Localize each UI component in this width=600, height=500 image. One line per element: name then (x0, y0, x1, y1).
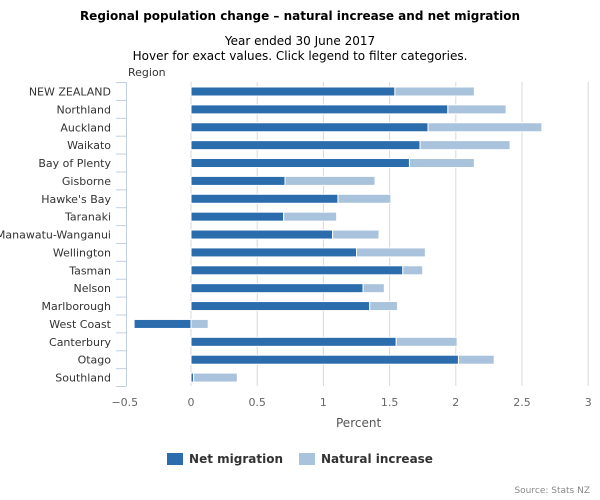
x-tick-label: 1.5 (381, 396, 399, 409)
y-tick-label: NEW ZEALAND (29, 86, 111, 99)
bar-net-migration[interactable] (190, 336, 397, 347)
y-tick-label: Auckland (60, 121, 111, 134)
bar-net-migration[interactable] (190, 283, 364, 294)
y-tick-label: Otago (78, 354, 112, 367)
y-tick-label: Hawke's Bay (41, 193, 111, 206)
chart-instructions: Hover for exact values. Click legend to … (132, 49, 468, 63)
y-tick-label: Southland (55, 372, 111, 385)
x-axis-title: Percent (336, 416, 382, 430)
bar-natural-increase[interactable] (332, 229, 380, 240)
bar-natural-increase[interactable] (457, 354, 495, 365)
chart-subtitle: Year ended 30 June 2017 (224, 34, 376, 48)
y-tick-label: Tasman (68, 264, 111, 277)
y-tick-label: Marlborough (42, 300, 111, 313)
bar-net-migration[interactable] (190, 301, 371, 312)
x-tick-label: 0 (188, 396, 195, 409)
bar-net-migration[interactable] (190, 158, 410, 169)
bar-net-migration[interactable] (190, 175, 286, 186)
bar-natural-increase[interactable] (427, 122, 543, 133)
bar-natural-increase[interactable] (193, 372, 238, 383)
legend-swatch-natural-increase (299, 453, 316, 465)
bar-natural-increase[interactable] (408, 158, 475, 169)
x-tick-label: 1 (320, 396, 327, 409)
bar-net-migration[interactable] (190, 104, 449, 115)
bar-natural-increase[interactable] (190, 318, 209, 329)
y-tick-label: Nelson (74, 282, 112, 295)
x-tick-label: 2.5 (513, 396, 531, 409)
bar-natural-increase[interactable] (395, 336, 458, 347)
bar-net-migration[interactable] (190, 354, 459, 365)
legend-item-natural-increase[interactable]: Natural increase (299, 452, 433, 466)
x-tick-label: 0.5 (248, 396, 266, 409)
x-tick-label: 3 (585, 396, 592, 409)
bar-natural-increase[interactable] (283, 211, 338, 222)
bar-natural-increase[interactable] (362, 283, 385, 294)
y-tick-label: Taranaki (64, 211, 111, 224)
y-tick-label: West Coast (49, 318, 111, 331)
bar-natural-increase[interactable] (419, 140, 511, 151)
y-tick-label: Gisborne (62, 175, 111, 188)
bar-natural-increase[interactable] (356, 247, 426, 258)
legend: Net migration Natural increase (0, 452, 600, 466)
bar-natural-increase[interactable] (394, 86, 475, 97)
x-tick-label: 2 (452, 396, 459, 409)
y-axis-title: Region (128, 66, 166, 79)
y-tick-label: Northland (56, 103, 111, 116)
bar-natural-increase[interactable] (369, 301, 399, 312)
y-tick-label: Waikato (67, 139, 111, 152)
x-tick-label: −0.5 (111, 396, 138, 409)
bar-net-migration[interactable] (190, 211, 285, 222)
bar-net-migration[interactable] (190, 140, 421, 151)
bar-net-migration[interactable] (190, 193, 339, 204)
source-credit: Source: Stats NZ (514, 486, 590, 496)
bar-natural-increase[interactable] (337, 193, 392, 204)
legend-swatch-net-migration (167, 453, 184, 465)
bar-natural-increase[interactable] (402, 265, 424, 276)
bar-net-migration[interactable] (190, 265, 404, 276)
y-tick-label: Bay of Plenty (38, 157, 111, 170)
bar-net-migration[interactable] (133, 318, 192, 329)
y-tick-label: Canterbury (49, 336, 111, 349)
legend-label: Net migration (189, 452, 284, 466)
y-tick-label: Wellington (53, 246, 111, 259)
bar-net-migration[interactable] (190, 229, 334, 240)
chart-title: Regional population change – natural inc… (79, 9, 521, 23)
y-tick-label: Manawatu-Wanganui (0, 229, 111, 242)
legend-item-net-migration[interactable]: Net migration (167, 452, 283, 466)
bar-natural-increase[interactable] (447, 104, 507, 115)
bar-net-migration[interactable] (190, 247, 357, 258)
bar-natural-increase[interactable] (284, 175, 376, 186)
legend-label: Natural increase (321, 452, 433, 466)
bar-net-migration[interactable] (190, 86, 396, 97)
bar-net-migration[interactable] (190, 122, 429, 133)
